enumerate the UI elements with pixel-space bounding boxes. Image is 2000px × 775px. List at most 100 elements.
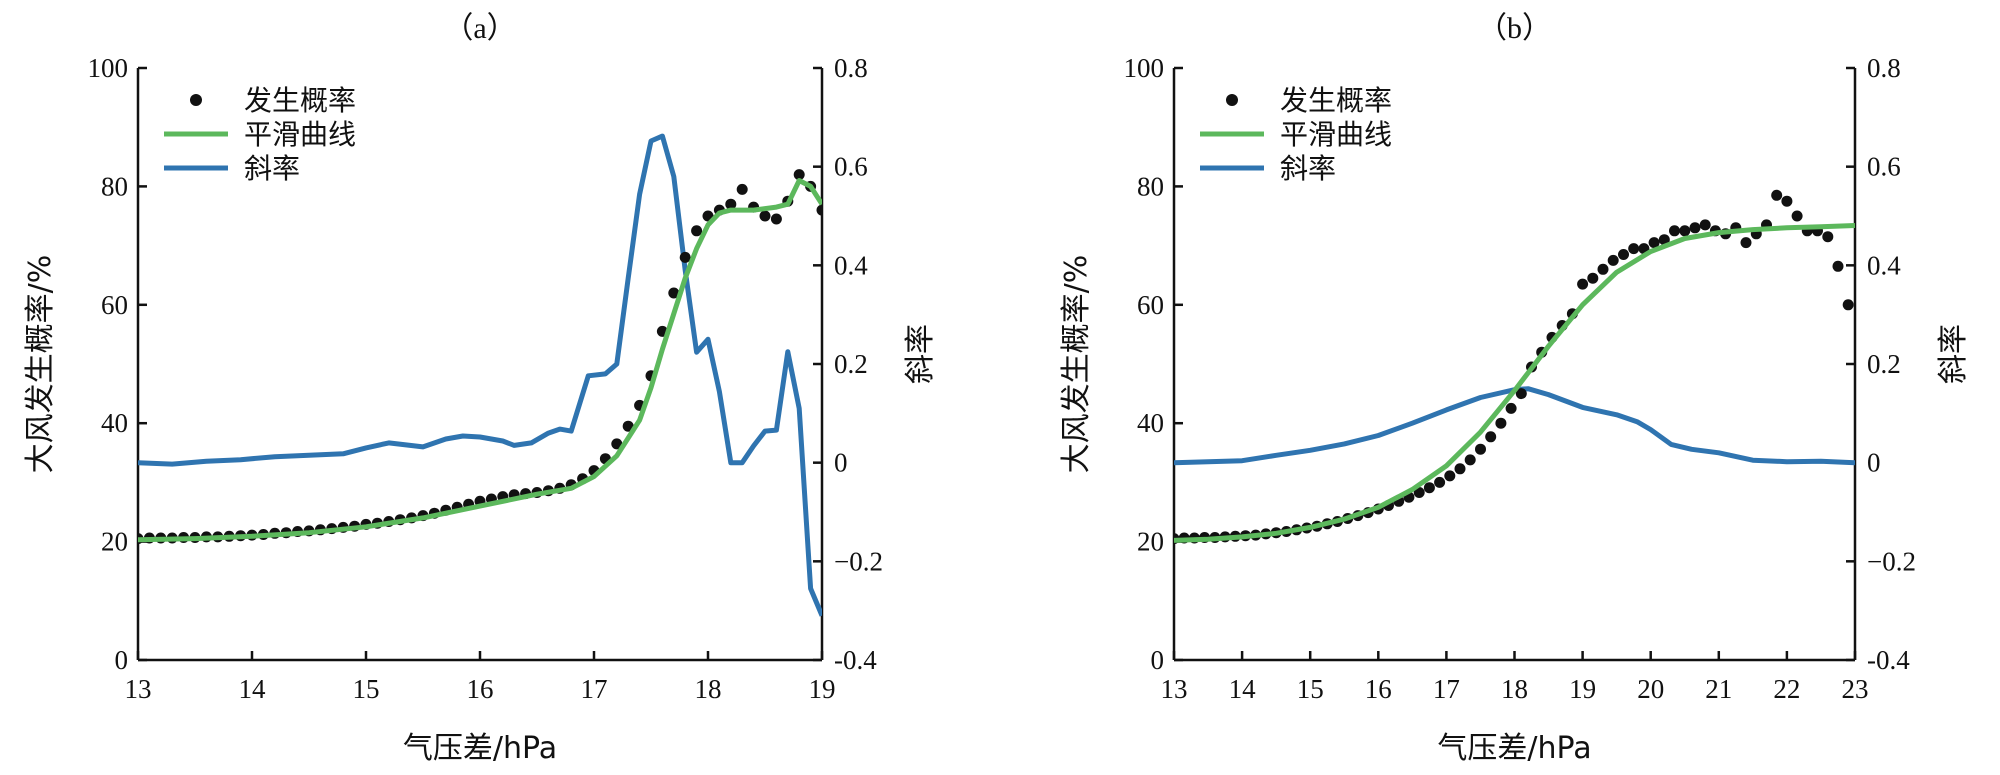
probability-point <box>1679 225 1691 237</box>
probability-point <box>725 198 737 210</box>
probability-point <box>1791 210 1803 222</box>
y-tick-label: 0 <box>115 645 129 675</box>
probability-point <box>759 210 771 222</box>
x-tick-label: 15 <box>1297 674 1324 704</box>
probability-point <box>1832 260 1844 272</box>
panel-b-y2-axis-title: 斜率 <box>1936 324 1971 384</box>
y2-tick-label: −0.2 <box>1867 546 1916 576</box>
legend-label: 发生概率 <box>244 84 356 117</box>
y-tick-label: 0 <box>1151 645 1165 675</box>
panel-b-label: （b） <box>1477 12 1552 45</box>
probability-point <box>1628 243 1640 255</box>
probability-point <box>1771 189 1783 201</box>
y-tick-label: 20 <box>1137 527 1164 557</box>
probability-point <box>611 438 623 450</box>
y-tick-label: 100 <box>1124 53 1165 83</box>
legend-label: 斜率 <box>244 152 300 185</box>
y2-tick-label: 0.8 <box>1867 53 1901 83</box>
x-tick-label: 17 <box>581 674 608 704</box>
probability-point <box>1822 231 1834 243</box>
probability-point <box>1413 487 1425 498</box>
x-tick-label: 23 <box>1842 674 1869 704</box>
probability-point <box>1444 470 1456 482</box>
x-tick-label: 15 <box>353 674 380 704</box>
x-tick-label: 18 <box>695 674 722 704</box>
probability-point <box>1434 476 1446 488</box>
x-tick-label: 19 <box>809 674 836 704</box>
y2-tick-label: -0.4 <box>1867 645 1910 675</box>
probability-point <box>1699 219 1711 231</box>
panel-b-series <box>1174 189 1855 545</box>
plot-area <box>138 133 822 617</box>
y2-tick-label: 0.2 <box>834 349 868 379</box>
legend-label: 发生概率 <box>1280 84 1392 117</box>
probability-point <box>1577 278 1589 290</box>
probability-point <box>1842 299 1854 311</box>
probability-point <box>1515 388 1527 400</box>
probability-point <box>691 225 703 237</box>
y2-tick-label: 0 <box>1867 448 1881 478</box>
legend-marker-points <box>190 94 202 106</box>
legend-label: 平滑曲线 <box>1280 118 1392 151</box>
probability-point <box>1485 431 1497 443</box>
panel-a-chart: （a） 13 14 15 16 17 18 19 0 20 40 60 80 100 -0.4 −0.2 0 0… <box>23 12 938 766</box>
probability-point <box>1454 463 1466 475</box>
probability-point <box>679 251 691 263</box>
x-tick-label: 21 <box>1705 674 1732 704</box>
probability-point <box>1495 417 1507 429</box>
y2-tick-label: 0.6 <box>834 152 868 182</box>
probability-point <box>1464 454 1476 466</box>
y2-tick-label: −0.2 <box>834 546 883 576</box>
panel-b-chart: （b） 13 14 15 16 17 18 19 20 21 22 23 0 20 40 60 80 100 -0… <box>1059 12 1971 766</box>
panel-a-label: （a） <box>443 12 516 45</box>
probability-point <box>622 420 634 432</box>
legend-label: 平滑曲线 <box>244 118 356 151</box>
probability-point <box>770 213 782 225</box>
probability-point <box>1781 195 1793 207</box>
y2-tick-label: 0 <box>834 448 848 478</box>
panel-b-y-axis-title: 大风发生概率/% <box>1059 255 1094 474</box>
y-tick-label: 40 <box>101 408 128 438</box>
x-tick-label: 16 <box>467 674 494 704</box>
probability-point <box>1669 225 1680 237</box>
smooth-series-line <box>1174 223 1855 543</box>
panel-a-series <box>138 133 822 617</box>
x-tick-label: 22 <box>1773 674 1800 704</box>
y2-tick-label: 0.4 <box>1867 250 1901 280</box>
probability-point <box>1648 237 1660 249</box>
x-tick-label: 14 <box>1229 674 1257 704</box>
x-tick-label: 17 <box>1433 674 1460 704</box>
probability-point <box>1597 263 1609 275</box>
probability-point <box>1587 272 1599 284</box>
probability-point <box>1475 443 1486 455</box>
y2-tick-label: 0.4 <box>834 250 868 280</box>
y2-tick-label: 0.2 <box>1867 349 1901 379</box>
x-tick-label: 13 <box>1161 674 1188 704</box>
probability-point <box>668 287 680 299</box>
probability-point <box>816 204 822 216</box>
y2-tick-label: 0.8 <box>834 53 868 83</box>
y-tick-label: 80 <box>101 171 128 201</box>
smooth-series-line <box>138 178 822 543</box>
plot-area <box>1174 189 1855 545</box>
y-tick-label: 100 <box>88 53 129 83</box>
y-tick-label: 40 <box>1137 408 1164 438</box>
x-tick-label: 14 <box>239 674 267 704</box>
y-tick-label: 80 <box>1137 171 1164 201</box>
slope-series-line <box>1174 386 1855 466</box>
x-tick-label: 19 <box>1569 674 1596 704</box>
y2-tick-label: 0.6 <box>1867 152 1901 182</box>
x-tick-label: 20 <box>1637 674 1664 704</box>
panel-a-y-axis-title: 大风发生概率/% <box>23 255 58 474</box>
probability-point <box>1607 254 1619 266</box>
x-tick-label: 13 <box>125 674 152 704</box>
panel-b-x-axis-title: 气压差/hPa <box>1437 731 1591 766</box>
probability-point <box>1689 222 1701 234</box>
y-tick-label: 60 <box>1137 290 1164 320</box>
panel-a-y2-axis-title: 斜率 <box>903 324 938 384</box>
probability-point <box>1618 249 1629 260</box>
probability-point <box>793 169 805 181</box>
panel-a-axes: 13 14 15 16 17 18 19 0 20 40 60 80 100 -0.4 −0.2 0 0.2 0.… <box>88 53 883 704</box>
